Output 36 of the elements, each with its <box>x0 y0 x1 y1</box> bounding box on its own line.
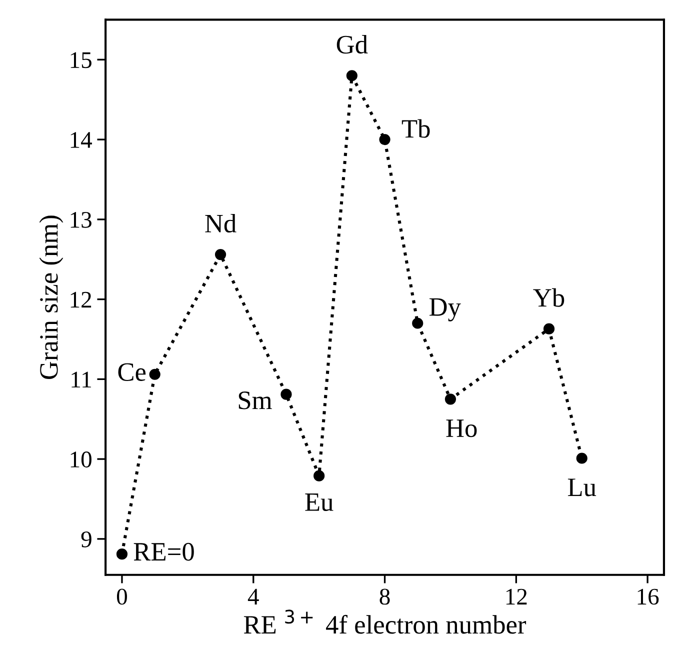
point <box>543 323 555 334</box>
point <box>280 388 292 400</box>
x-tick-label: 4 <box>248 588 259 604</box>
point <box>444 394 456 405</box>
point <box>116 548 128 560</box>
y-tick-label: 14 <box>70 132 92 148</box>
point <box>149 368 160 380</box>
annotation: RE=0 <box>134 542 194 561</box>
point <box>346 70 358 82</box>
point <box>314 470 325 482</box>
y-axis-title: Grain size (nm) <box>39 216 64 380</box>
annotation: Nd <box>205 214 236 233</box>
y-tick-label: 10 <box>70 452 92 468</box>
annotation: Gd <box>336 35 368 54</box>
point <box>379 134 390 146</box>
x-tick-label: 0 <box>116 588 127 605</box>
annotation: Sm <box>238 392 272 410</box>
y-tick-label: 13 <box>70 212 92 228</box>
x-axis-title: RE $^{3+}$ 4f electron number <box>244 610 526 634</box>
annotation: Eu <box>305 494 334 512</box>
annotation: Lu <box>568 478 596 496</box>
annotation: Dy <box>429 298 461 322</box>
annotation: Ce <box>118 363 146 381</box>
x-tick-label: 12 <box>506 588 527 604</box>
y-tick-label: 11 <box>72 372 91 388</box>
point <box>412 318 424 329</box>
y-tick-label: 15 <box>70 52 92 68</box>
y-tick-label: 12 <box>70 292 92 308</box>
annotation: Ho <box>446 420 477 438</box>
point <box>214 249 226 260</box>
point <box>576 452 588 464</box>
annotation: Tb <box>402 119 430 138</box>
y-tick-label: 9 <box>81 531 92 548</box>
x-tick-label: 16 <box>638 588 659 605</box>
annotation: Yb <box>533 288 564 307</box>
x-tick-label: 8 <box>380 588 390 605</box>
